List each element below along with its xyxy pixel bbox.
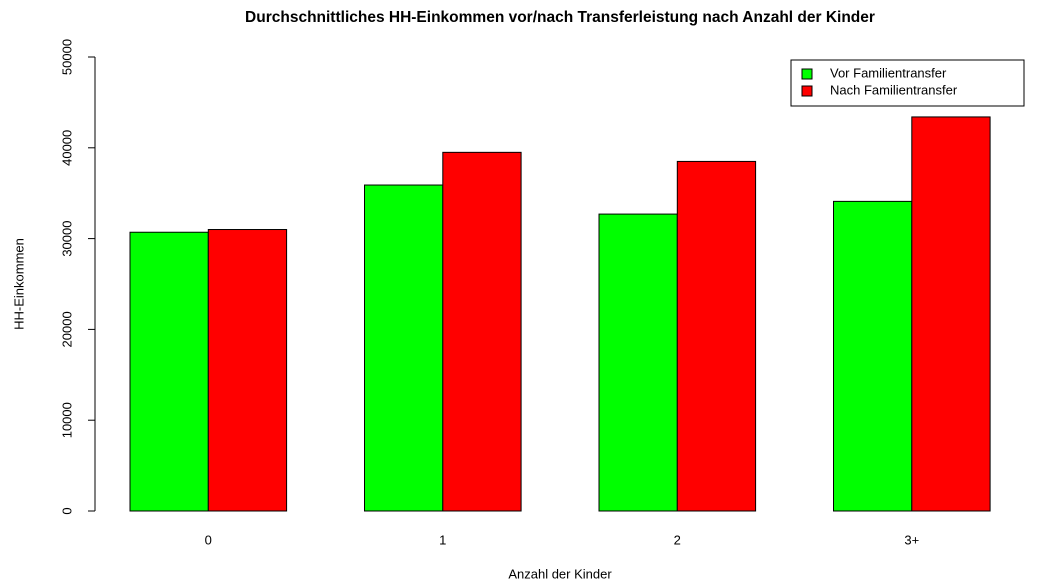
bar xyxy=(676,160,757,512)
bar xyxy=(833,200,913,512)
legend-label: Vor Familientransfer xyxy=(830,65,947,80)
y-axis-label: HH-Einkommen xyxy=(11,238,26,330)
y-tick-label: 0 xyxy=(59,507,74,514)
y-tick-label: 30000 xyxy=(59,221,74,257)
bar xyxy=(442,151,522,512)
chart-title: Durchschnittliches HH-Einkommen vor/nach… xyxy=(245,9,875,26)
bar xyxy=(129,231,209,512)
x-tick-label: 0 xyxy=(205,532,212,547)
bar xyxy=(911,116,991,512)
legend-box xyxy=(790,59,1025,107)
bar xyxy=(364,184,444,512)
x-tick-label: 1 xyxy=(439,532,446,547)
legend-swatch xyxy=(801,85,813,97)
y-tick-label: 50000 xyxy=(59,39,74,75)
legend-label: Nach Familientransfer xyxy=(830,82,958,97)
legend-swatch xyxy=(801,68,813,80)
x-tick-label: 2 xyxy=(674,532,681,547)
x-axis-label: Anzahl der Kinder xyxy=(508,566,612,581)
y-tick-label: 40000 xyxy=(59,130,74,166)
bar xyxy=(598,213,678,512)
bar xyxy=(207,229,288,512)
y-tick-label: 10000 xyxy=(59,402,74,438)
x-tick-label: 3+ xyxy=(904,532,919,547)
y-tick-label: 20000 xyxy=(59,311,74,347)
